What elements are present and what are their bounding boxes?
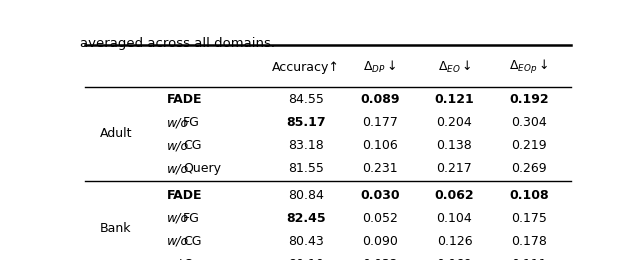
Text: 0.177: 0.177 <box>362 116 398 129</box>
Text: FG: FG <box>183 116 200 129</box>
Text: 80.84: 80.84 <box>288 188 324 202</box>
Text: CG: CG <box>183 235 202 248</box>
Text: 0.121: 0.121 <box>435 93 474 106</box>
Text: 84.55: 84.55 <box>288 93 324 106</box>
Text: 0.175: 0.175 <box>511 212 547 225</box>
Text: 0.219: 0.219 <box>511 139 547 152</box>
Text: FADE: FADE <box>167 188 202 202</box>
Text: 0.217: 0.217 <box>436 162 472 176</box>
Text: 0.089: 0.089 <box>360 93 400 106</box>
Text: Accuracy↑: Accuracy↑ <box>272 61 340 74</box>
Text: $\Delta_{EO}\downarrow$: $\Delta_{EO}\downarrow$ <box>438 59 472 75</box>
Text: FADE: FADE <box>167 93 202 106</box>
Text: 0.192: 0.192 <box>509 93 548 106</box>
Text: 0.108: 0.108 <box>509 188 548 202</box>
Text: 81.55: 81.55 <box>288 162 324 176</box>
Text: 0.204: 0.204 <box>436 116 472 129</box>
Text: 85.17: 85.17 <box>286 116 326 129</box>
Text: 0.090: 0.090 <box>362 235 398 248</box>
Text: Query: Query <box>183 162 221 176</box>
Text: CG: CG <box>183 139 202 152</box>
Text: averaged across all domains.: averaged across all domains. <box>80 37 275 50</box>
Text: 0.104: 0.104 <box>436 212 472 225</box>
Text: 0.062: 0.062 <box>435 188 474 202</box>
Text: 0.032: 0.032 <box>362 258 398 260</box>
Text: 0.030: 0.030 <box>360 188 400 202</box>
Text: 82.45: 82.45 <box>286 212 326 225</box>
Text: 0.052: 0.052 <box>362 212 398 225</box>
Text: Adult: Adult <box>100 127 132 140</box>
Text: FG: FG <box>183 212 200 225</box>
Text: 80.10: 80.10 <box>288 258 324 260</box>
Text: 0.111: 0.111 <box>511 258 547 260</box>
Text: 0.138: 0.138 <box>436 139 472 152</box>
Text: 0.304: 0.304 <box>511 116 547 129</box>
Text: 0.106: 0.106 <box>362 139 398 152</box>
Text: 0.069: 0.069 <box>436 258 472 260</box>
Text: w/o: w/o <box>167 235 189 248</box>
Text: Query: Query <box>183 258 221 260</box>
Text: w/o: w/o <box>167 116 189 129</box>
Text: 83.18: 83.18 <box>288 139 324 152</box>
Text: w/o: w/o <box>167 162 189 176</box>
Text: w/o: w/o <box>167 139 189 152</box>
Text: 80.43: 80.43 <box>288 235 324 248</box>
Text: $\Delta_{EOp}\downarrow$: $\Delta_{EOp}\downarrow$ <box>509 58 548 76</box>
Text: $\Delta_{DP}\downarrow$: $\Delta_{DP}\downarrow$ <box>364 59 397 75</box>
Text: 0.269: 0.269 <box>511 162 547 176</box>
Text: w/o: w/o <box>167 212 189 225</box>
Text: Bank: Bank <box>100 222 131 235</box>
Text: 0.231: 0.231 <box>362 162 398 176</box>
Text: 0.178: 0.178 <box>511 235 547 248</box>
Text: w/o: w/o <box>167 258 189 260</box>
Text: 0.126: 0.126 <box>436 235 472 248</box>
